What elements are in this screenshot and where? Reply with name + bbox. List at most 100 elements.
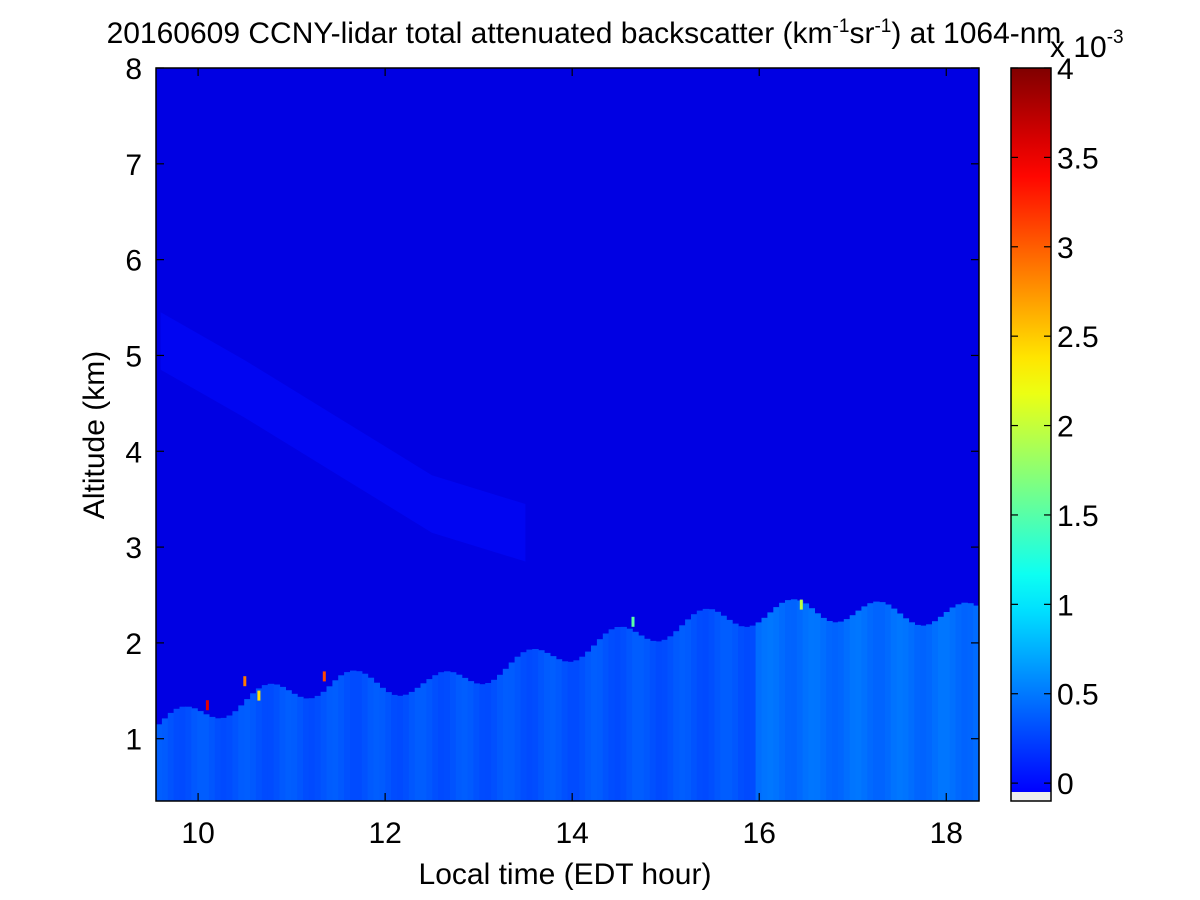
boundary-layer-column (649, 640, 657, 801)
boundary-layer-column (779, 602, 786, 801)
y-tick-label: 6 (125, 245, 142, 278)
boundary-layer-column (473, 683, 480, 801)
boundary-layer-column (755, 622, 763, 801)
boundary-layer-column (491, 679, 498, 801)
boundary-layer-column (408, 691, 416, 801)
boundary-layer-column (867, 603, 874, 801)
boundary-layer-column (485, 683, 492, 801)
x-axis-label: Local time (EDT hour) (419, 858, 712, 891)
boundary-layer-column (643, 638, 651, 801)
boundary-layer-column (173, 708, 181, 801)
colorbar-multiplier: x 10-3 (1050, 27, 1124, 64)
boundary-layer-column (261, 685, 269, 801)
boundary-layer-column (967, 603, 974, 801)
colorbar-tick-label: 3 (1057, 232, 1074, 265)
boundary-layer-column (350, 670, 357, 801)
boundary-layer-column (414, 687, 422, 801)
boundary-layer-column (708, 609, 716, 801)
colorbar-tick-label: 2.5 (1057, 321, 1099, 354)
boundary-layer-column (638, 635, 645, 801)
y-axis-label: Altitude (km) (78, 351, 111, 519)
boundary-layer-column (673, 631, 680, 801)
boundary-layer-column (808, 608, 815, 801)
boundary-layer-column (561, 661, 569, 801)
x-axis: 10 12 14 16 18 (181, 68, 963, 850)
boundary-layer-column (902, 618, 910, 801)
boundary-layer-column (861, 606, 868, 801)
boundary-layer-column (738, 626, 745, 801)
colorbar-tick-label: 3.5 (1057, 142, 1099, 175)
boundary-layer-column (402, 694, 410, 801)
boundary-layer-column (961, 602, 968, 801)
boundary-layer-column (914, 624, 921, 801)
boundary-layer-column (955, 604, 962, 801)
boundary-layer-column (273, 684, 281, 801)
backscatter-spot (205, 700, 209, 711)
backscatter-spot (322, 671, 326, 682)
boundary-layer-column (926, 624, 933, 801)
chart-title-main: 20160609 CCNY-lidar total attenuated bac… (107, 17, 833, 50)
boundary-layer-column (344, 672, 351, 801)
backscatter-spot (243, 676, 247, 687)
boundary-layer-column (502, 668, 510, 801)
boundary-layer-column (585, 651, 592, 801)
boundary-layer-column (161, 718, 169, 801)
boundary-layer-column (397, 695, 404, 801)
boundary-layer-column (332, 680, 339, 801)
boundary-layer-column (238, 705, 245, 801)
boundary-layer-column (191, 708, 198, 801)
boundary-layer-column (379, 687, 386, 801)
boundary-layer-column (203, 714, 210, 801)
boundary-layer-column (367, 677, 375, 801)
boundary-layer-column (814, 613, 821, 801)
boundary-layer-column (279, 686, 286, 801)
boundary-layer-column (714, 611, 721, 801)
boundary-layer-column (602, 633, 610, 801)
boundary-layer-column (726, 619, 733, 801)
colorbar-tick-label: 0 (1057, 768, 1074, 801)
chart-title-mid: sr (849, 17, 874, 50)
boundary-layer-column (685, 619, 692, 801)
boundary-layer-column (749, 625, 757, 801)
chart-title-sup1: -1 (833, 16, 850, 37)
boundary-layer-column (661, 639, 669, 801)
boundary-layer-column (691, 614, 698, 801)
boundary-layer-column (479, 684, 486, 801)
boundary-layer-column (449, 672, 457, 801)
boundary-layer-column (185, 706, 192, 801)
y-tick-label: 5 (125, 340, 142, 373)
boundary-layer-column (391, 694, 398, 801)
boundary-layer-column (508, 662, 516, 801)
colorbar: 0 0.5 1 1.5 2 2.5 3 3.5 4 x 10-3 (1010, 27, 1124, 802)
boundary-layer-column (932, 621, 939, 801)
boundary-layer-column (420, 683, 427, 801)
boundary-layer-column (461, 677, 469, 801)
boundary-layer-column (855, 610, 862, 801)
boundary-layer-column (802, 603, 810, 801)
colorbar-multiplier-base: x 10 (1050, 31, 1107, 64)
boundary-layer-column (520, 652, 527, 801)
boundary-layer-column (920, 625, 927, 801)
colorbar-tick-label: 0.5 (1057, 679, 1099, 712)
boundary-layer-column (761, 617, 768, 801)
colorbar-tick-label: 2 (1057, 411, 1074, 444)
aerosol-layer (160, 312, 526, 562)
boundary-layer-column (497, 674, 504, 801)
boundary-layer-column (608, 629, 616, 801)
boundary-layer-column (973, 605, 980, 801)
boundary-layer-column (267, 683, 275, 801)
boundary-layer-column (884, 604, 892, 801)
boundary-layer-column (573, 660, 580, 801)
colorbar-ticks: 0 0.5 1 1.5 2 2.5 3 3.5 4 (1011, 53, 1099, 801)
boundary-layer-column (308, 698, 316, 801)
boundary-layer-column (432, 675, 439, 801)
y-tick-label: 1 (125, 724, 142, 757)
y-tick-label: 2 (125, 628, 142, 661)
boundary-layer-column (790, 599, 798, 801)
boundary-layer-column (426, 679, 433, 801)
boundary-layer-column (732, 623, 739, 801)
boundary-layer-column (632, 631, 639, 801)
boundary-layer-column (596, 639, 604, 801)
boundary-layer-column (444, 671, 451, 801)
